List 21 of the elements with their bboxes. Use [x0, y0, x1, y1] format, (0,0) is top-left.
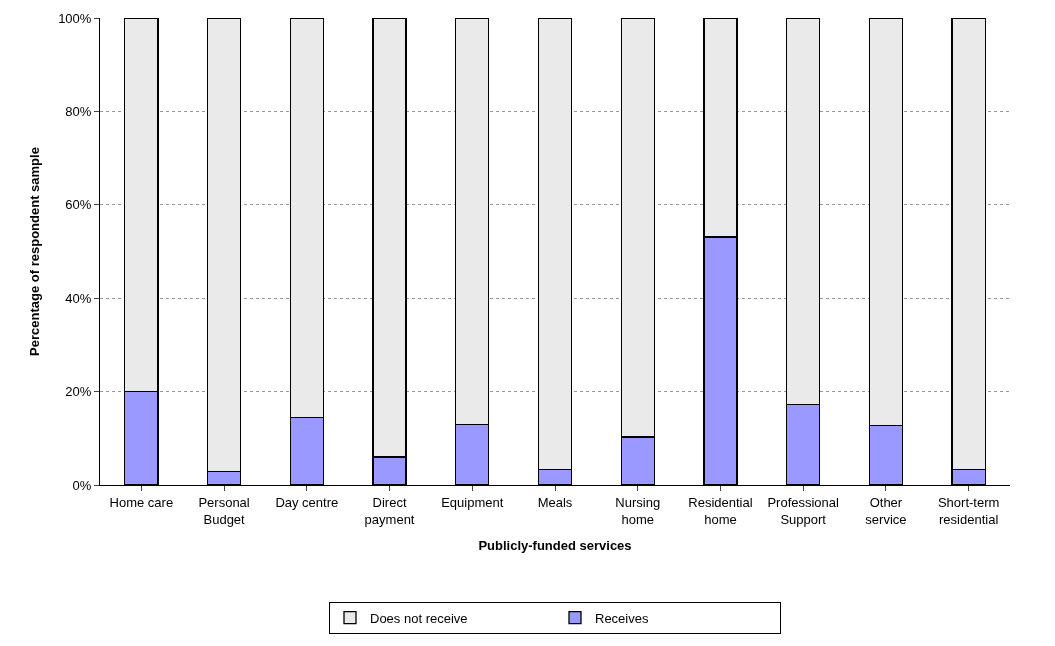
- x-axis-title: Publicly-funded services: [478, 538, 632, 554]
- x-tick-label: Day centre: [275, 494, 339, 510]
- x-tick-label: Direct payment: [364, 494, 415, 527]
- x-tick-label: Nursing home: [615, 494, 661, 527]
- y-tick-label: 60%: [65, 197, 92, 213]
- y-tick-label: 100%: [58, 10, 92, 26]
- x-tick-label: Short-term residential: [937, 494, 1000, 527]
- y-tick-label: 80%: [65, 103, 92, 119]
- y-axis-title: Percentage of respondent sample: [27, 147, 43, 356]
- x-tick-label: Residential home: [688, 494, 753, 527]
- y-tick-label: 20%: [65, 384, 92, 400]
- y-tick-label: 40%: [65, 290, 92, 306]
- x-tick-label: Meals: [537, 494, 573, 510]
- y-tick-label: 0%: [72, 477, 92, 493]
- legend-label: Does not receive: [370, 610, 468, 626]
- legend-label: Receives: [595, 610, 649, 626]
- x-tick-label: Professional Support: [767, 494, 840, 527]
- x-tick-label: Equipment: [441, 494, 504, 510]
- x-tick-label: Home care: [109, 494, 174, 510]
- x-tick-label: Personal Budget: [198, 494, 250, 527]
- x-tick-label: Other service: [865, 494, 907, 527]
